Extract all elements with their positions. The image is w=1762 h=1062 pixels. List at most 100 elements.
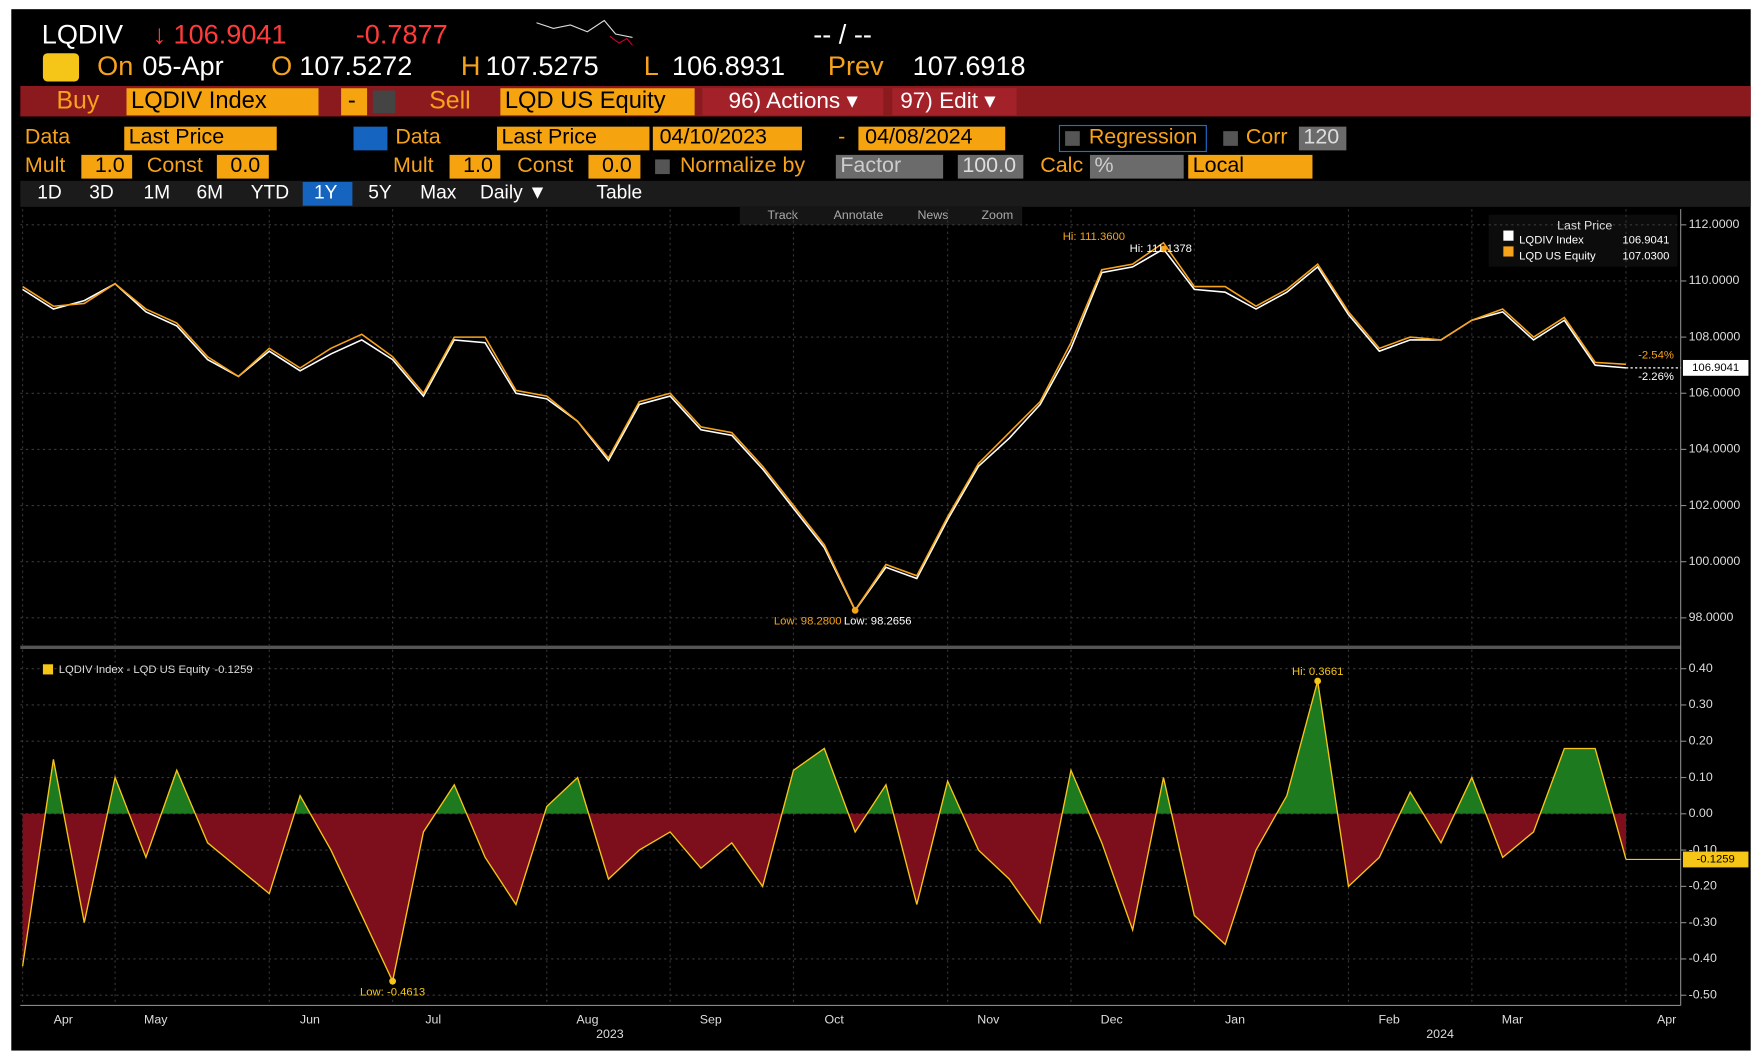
security-field[interactable] xyxy=(500,88,695,116)
x-tick-label: Jul xyxy=(425,1012,441,1026)
checkbox[interactable] xyxy=(1065,131,1080,146)
label: -0.7877 xyxy=(356,18,448,49)
legend-title: Last Price xyxy=(1557,218,1612,232)
security-field[interactable] xyxy=(126,88,319,116)
label: LQDIV xyxy=(42,18,123,49)
annotation: -2.26% xyxy=(1638,371,1674,383)
period-button[interactable]: 5Y xyxy=(368,182,392,203)
last-tag: -0.1259 xyxy=(1697,853,1735,865)
label: LQDIV Index xyxy=(131,88,267,114)
label: Calc xyxy=(1040,153,1083,177)
y-tick-label: 0.30 xyxy=(1689,697,1713,711)
field[interactable] xyxy=(588,154,641,179)
period-button[interactable]: 6M xyxy=(197,182,224,203)
year-label: 2024 xyxy=(1426,1027,1454,1041)
legend-entry: LQDIV Index xyxy=(1519,235,1584,247)
label: 107.6918 xyxy=(913,50,1026,81)
field[interactable] xyxy=(81,154,133,179)
label: Sell xyxy=(429,87,470,114)
y-tick-label: 0.00 xyxy=(1689,806,1713,820)
annotation: Low: 98.2656 xyxy=(844,616,912,628)
y-tick-label: 0.40 xyxy=(1689,661,1713,675)
period-button[interactable]: Daily ▼ xyxy=(480,182,547,203)
period-selected[interactable] xyxy=(302,181,353,206)
field[interactable] xyxy=(835,154,944,179)
legend-swatch xyxy=(1503,246,1514,257)
chart-tool[interactable]: Zoom xyxy=(981,208,1013,222)
year-label: 2023 xyxy=(596,1027,624,1041)
label: Buy xyxy=(56,87,99,114)
field[interactable] xyxy=(1298,126,1347,151)
checkbox[interactable] xyxy=(1223,131,1238,146)
period-button[interactable]: 1D xyxy=(37,182,62,203)
annotation: Hi: 0.3661 xyxy=(1292,666,1343,678)
x-tick-label: Oct xyxy=(824,1012,844,1026)
low-marker xyxy=(851,606,859,614)
area-positive xyxy=(22,680,1627,814)
chart-tool[interactable]: Annotate xyxy=(834,208,884,222)
legend-box xyxy=(1488,214,1678,267)
checkbox[interactable] xyxy=(655,159,670,175)
y-tick-label: 108.0000 xyxy=(1689,329,1741,343)
annotation: Hi: 111.3600 xyxy=(1063,231,1125,243)
label: Mult xyxy=(393,153,434,177)
period-button[interactable]: 1M xyxy=(143,182,170,203)
label: Mult xyxy=(25,153,66,177)
y-tick-label: -0.30 xyxy=(1689,915,1717,929)
field[interactable] xyxy=(216,154,269,179)
menu-button[interactable] xyxy=(892,88,1017,116)
chart-tool[interactable]: News xyxy=(917,208,948,222)
speed-icon xyxy=(42,53,80,82)
label: Factor xyxy=(840,153,901,177)
label: % xyxy=(1094,153,1113,177)
label: H xyxy=(461,50,481,81)
low-marker xyxy=(389,977,396,985)
period-button[interactable]: YTD xyxy=(251,182,289,203)
field[interactable] xyxy=(496,126,650,151)
label: Last Price xyxy=(501,125,596,149)
date-field[interactable] xyxy=(652,126,802,151)
label: Local xyxy=(1193,153,1244,177)
y-tick-label: 112.0000 xyxy=(1689,217,1740,231)
swap-button[interactable] xyxy=(353,126,388,151)
chart-toolbar xyxy=(739,206,1023,225)
option-field[interactable] xyxy=(341,88,368,116)
legend-value: -0.1259 xyxy=(214,664,252,676)
label: 0.0 xyxy=(230,153,260,177)
field[interactable] xyxy=(957,154,1024,179)
x-tick-label: Dec xyxy=(1101,1012,1123,1026)
legend-entry: LQDIV Index - LQD US Equity -0.1259 xyxy=(59,664,253,676)
legend-swatch xyxy=(42,664,54,675)
period-button[interactable]: Max xyxy=(420,182,457,203)
field[interactable] xyxy=(1089,154,1184,179)
dropdown[interactable] xyxy=(372,90,396,114)
label: 107.5275 xyxy=(486,50,599,81)
y-tick-label: 98.0000 xyxy=(1689,610,1734,624)
label: -- / -- xyxy=(813,18,872,49)
menu-button[interactable] xyxy=(702,88,884,116)
period-button[interactable]: 3D xyxy=(89,182,114,203)
label: Const xyxy=(147,153,203,177)
y-tick-label: -0.20 xyxy=(1689,879,1717,893)
label: Data xyxy=(25,125,70,149)
label: 106.8931 xyxy=(672,50,785,81)
label: 04/10/2023 xyxy=(660,125,767,149)
legend-value: 106.9041 xyxy=(1622,235,1669,247)
period-button[interactable]: Table xyxy=(596,182,642,203)
y-tick-label: 106.0000 xyxy=(1689,386,1741,400)
x-tick-label: Jan xyxy=(1225,1012,1245,1026)
field[interactable] xyxy=(449,154,501,179)
label: 05-Apr xyxy=(142,50,223,81)
field[interactable] xyxy=(124,126,277,151)
x-tick-label: Feb xyxy=(1378,1012,1399,1026)
label: Data xyxy=(395,125,440,149)
label: Corr xyxy=(1246,125,1288,149)
regression-box[interactable] xyxy=(1058,124,1207,153)
period-button[interactable]: 1Y xyxy=(314,182,338,203)
x-tick-label: Nov xyxy=(977,1012,1000,1026)
chart-tool[interactable]: Track xyxy=(767,208,798,222)
hi-marker xyxy=(1160,245,1167,253)
x-tick-label: Aug xyxy=(576,1012,598,1026)
date-field[interactable] xyxy=(858,126,1006,151)
field[interactable] xyxy=(1188,154,1313,179)
